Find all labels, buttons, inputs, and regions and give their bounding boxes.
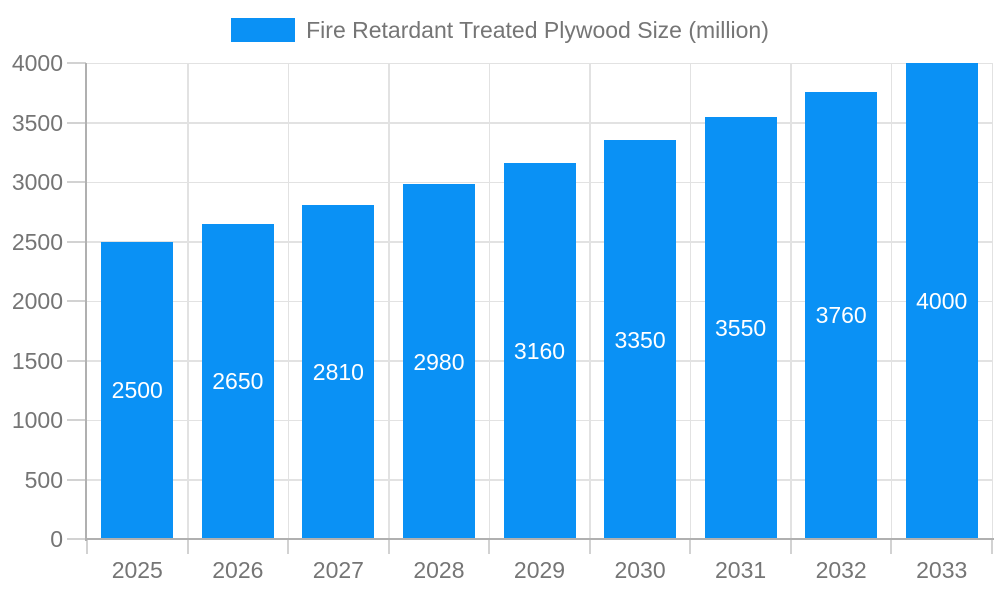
gridline-vertical: [187, 63, 189, 539]
gridline-vertical: [790, 63, 792, 539]
y-tick-label: 500: [24, 466, 63, 493]
x-tick-label: 2026: [212, 557, 264, 583]
x-axis-tick: [588, 539, 591, 554]
x-tick-label: 2033: [916, 557, 968, 583]
x-tick-label: 2030: [614, 557, 666, 583]
y-axis-tick: [67, 300, 86, 302]
bar: [704, 116, 777, 539]
x-axis-tick: [689, 539, 692, 554]
bar-value-label: 2980: [413, 348, 465, 375]
x-tick-label: 2029: [513, 557, 566, 583]
bar-value-label: 3550: [715, 314, 767, 341]
gridline-vertical: [488, 63, 491, 539]
y-tick-label: 2500: [11, 228, 63, 255]
bar: [905, 63, 978, 539]
bar: [201, 223, 274, 539]
bar-value-label: 2500: [111, 377, 163, 404]
y-tick-label: 1000: [11, 407, 63, 433]
bar: [302, 204, 375, 539]
x-axis-line: [85, 538, 994, 540]
gridline-vertical: [689, 63, 692, 539]
y-axis-tick: [67, 181, 86, 183]
y-axis-tick: [67, 419, 86, 421]
y-axis-tick: [67, 240, 86, 243]
x-tick-label: 2032: [815, 557, 867, 583]
x-axis-tick: [789, 539, 792, 554]
gridline-vertical: [388, 63, 390, 539]
x-axis-tick: [186, 539, 189, 554]
chart-legend: Fire Retardant Treated Plywood Size (mil…: [0, 17, 1000, 43]
y-axis-tick: [67, 62, 86, 64]
gridline-horizontal: [87, 62, 992, 64]
bar: [101, 241, 174, 539]
y-tick-label: 1500: [11, 347, 63, 374]
bar-value-label: 3160: [513, 337, 566, 364]
x-tick-label: 2027: [312, 557, 364, 583]
bar: [604, 140, 677, 539]
x-axis-tick: [890, 539, 893, 554]
gridline-vertical: [287, 63, 290, 539]
bar: [805, 91, 878, 539]
x-tick-label: 2031: [715, 557, 767, 583]
bar-value-label: 2810: [312, 358, 364, 385]
gridline-horizontal: [87, 122, 992, 124]
bar-value-label: 4000: [916, 288, 968, 314]
gridline-vertical: [890, 63, 893, 539]
y-tick-label: 4000: [11, 50, 63, 76]
gridline-vertical: [991, 63, 993, 539]
legend-label: Fire Retardant Treated Plywood Size (mil…: [306, 17, 769, 43]
y-axis-tick: [67, 538, 86, 540]
x-axis-tick: [488, 539, 491, 554]
y-tick-label: 0: [50, 526, 63, 552]
x-tick-label: 2025: [111, 557, 163, 583]
y-tick-label: 3500: [11, 109, 63, 136]
y-axis-tick: [67, 121, 86, 124]
y-tick-label: 2000: [11, 288, 63, 314]
x-axis-tick: [86, 539, 88, 554]
x-axis-tick: [387, 539, 390, 554]
bar-value-label: 3350: [614, 326, 666, 353]
gridline-vertical: [589, 63, 591, 539]
bar-value-label: 2650: [212, 368, 264, 395]
y-axis-tick: [67, 478, 86, 481]
x-axis-tick: [287, 539, 290, 554]
legend-swatch: [231, 18, 296, 42]
bar: [402, 184, 475, 539]
bar: [503, 162, 576, 539]
y-axis-line: [85, 63, 87, 541]
y-axis-tick: [67, 359, 86, 362]
bar-value-label: 3760: [815, 302, 867, 329]
y-tick-label: 3000: [11, 169, 63, 195]
x-axis-tick: [991, 539, 993, 554]
x-tick-label: 2028: [413, 557, 465, 583]
